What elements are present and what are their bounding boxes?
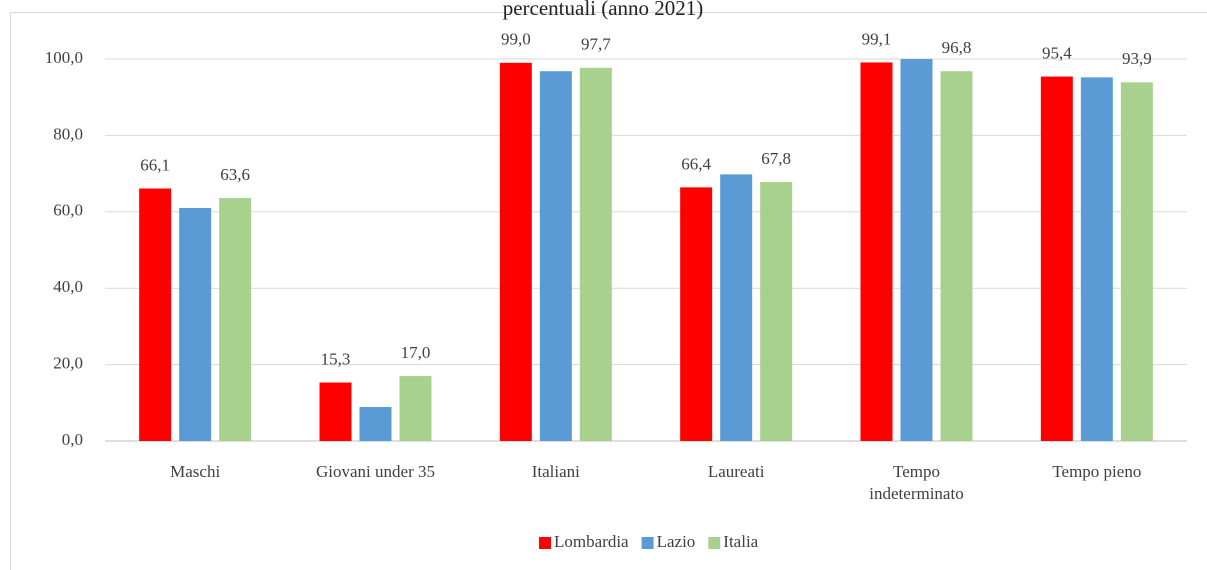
legend-swatch bbox=[708, 537, 721, 549]
x-tick-label: Tempo pieno bbox=[1052, 462, 1141, 481]
x-tick-label: Maschi bbox=[170, 462, 220, 481]
data-label: 15,3 bbox=[321, 349, 351, 368]
bar bbox=[1080, 77, 1113, 441]
data-label: 95,4 bbox=[1042, 43, 1072, 62]
y-tick-label: 60,0 bbox=[53, 201, 83, 220]
y-tick-label: 0,0 bbox=[62, 430, 83, 449]
bar bbox=[1120, 82, 1153, 441]
data-label: 96,8 bbox=[942, 38, 972, 57]
bar bbox=[900, 59, 933, 441]
data-label: 17,0 bbox=[401, 343, 431, 362]
bar bbox=[319, 382, 352, 441]
bar bbox=[579, 67, 612, 441]
x-tick-label: Giovani under 35 bbox=[316, 462, 435, 481]
legend-label: Lombardia bbox=[554, 532, 629, 551]
data-label: 66,4 bbox=[681, 154, 711, 173]
data-label: 97,7 bbox=[581, 35, 611, 54]
legend-swatch bbox=[539, 537, 551, 549]
bar bbox=[860, 62, 893, 442]
bar bbox=[680, 187, 713, 441]
bar bbox=[139, 188, 172, 441]
data-label: 67,8 bbox=[761, 149, 791, 168]
data-label: 99,0 bbox=[501, 30, 531, 49]
data-label: 63,6 bbox=[220, 165, 250, 184]
data-label: 66,1 bbox=[140, 155, 170, 174]
legend-label: Italia bbox=[723, 532, 758, 551]
y-tick-label: 20,0 bbox=[53, 354, 83, 373]
data-label: 99,1 bbox=[862, 29, 892, 48]
chart-title: percentuali (anno 2021) bbox=[503, 0, 704, 20]
bar bbox=[359, 407, 392, 441]
legend-swatch bbox=[641, 537, 654, 549]
bar bbox=[219, 198, 252, 441]
bar bbox=[1040, 76, 1073, 442]
y-tick-label: 80,0 bbox=[53, 124, 83, 143]
bar bbox=[760, 182, 793, 441]
bar bbox=[539, 71, 572, 441]
bar bbox=[179, 207, 212, 441]
y-tick-label: 40,0 bbox=[53, 277, 83, 296]
x-tick-label: Laureati bbox=[708, 462, 765, 481]
bar bbox=[940, 71, 973, 441]
data-label: 93,9 bbox=[1122, 49, 1152, 68]
legend-label: Lazio bbox=[657, 532, 696, 551]
bar bbox=[499, 62, 532, 441]
x-tick-label: Tempo indeterminato bbox=[869, 462, 963, 503]
bar bbox=[399, 376, 432, 441]
chart-border bbox=[10, 12, 1207, 570]
x-tick-label: Italiani bbox=[532, 462, 580, 481]
bar bbox=[720, 174, 753, 441]
y-tick-label: 100,0 bbox=[45, 48, 83, 67]
